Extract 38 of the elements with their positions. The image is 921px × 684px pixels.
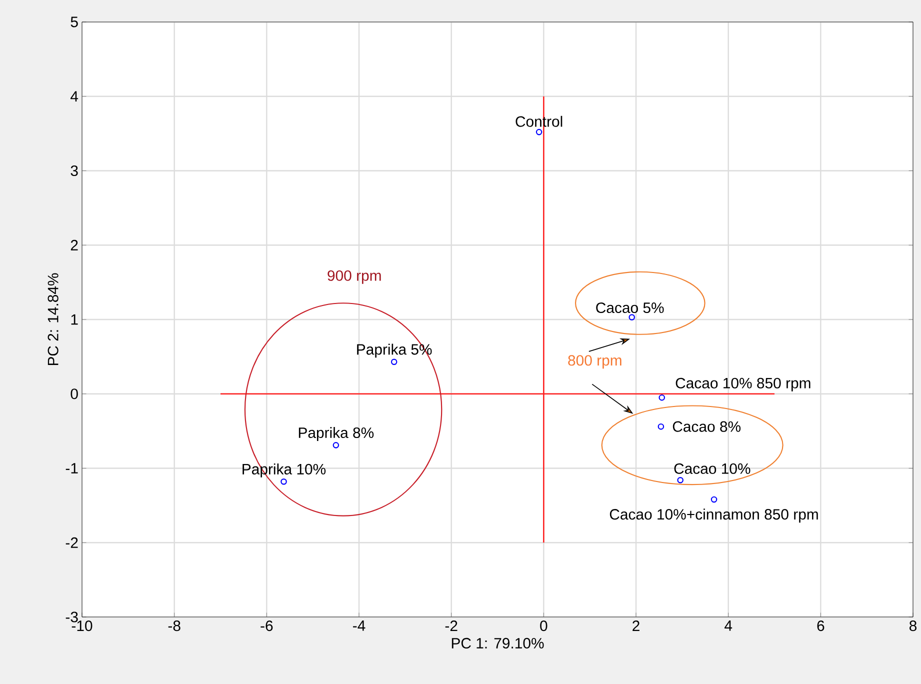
x-axis-title: PC 1: 79.10% [452, 638, 544, 648]
y-tick-label: 4 [70, 91, 78, 102]
point [658, 394, 666, 401]
y-tick-label: 0 [70, 388, 78, 400]
y-tick-label: 5 [70, 16, 78, 28]
point [332, 442, 340, 448]
x-tick-label: -4 [353, 620, 366, 631]
annotation: Cacao 10% 850 rpm [676, 378, 810, 392]
annotation: Paprika 8% [298, 427, 374, 441]
point [677, 476, 684, 484]
point [280, 478, 287, 485]
y-tick-label: -2 [66, 537, 78, 548]
x-tick-label: -8 [168, 620, 180, 632]
annotation: Cacao 10%+cinnamon 850 rpm [610, 508, 818, 523]
point [710, 496, 718, 503]
x-tick-label: 0 [540, 620, 548, 632]
point [628, 314, 635, 320]
y-tick-label: -1 [66, 463, 78, 474]
x-tick-label: 2 [632, 620, 640, 631]
y-tick-label: 3 [70, 165, 78, 176]
annotation: Cacao 5% [596, 302, 664, 314]
y-tick-label: 1 [71, 314, 78, 325]
x-tick-label: 8 [910, 620, 917, 632]
x-tick-label: -10 [72, 620, 92, 632]
point [658, 423, 664, 430]
annotation: 800 rpm [568, 355, 622, 369]
annotation: Cacao 8% [672, 421, 741, 432]
y-tick-label: 2 [70, 240, 78, 250]
x-tick-label: -6 [260, 620, 273, 632]
point [390, 358, 398, 366]
y-axis-title: PC 2: 14.84% [48, 273, 58, 366]
annotation: Cacao 10% [674, 463, 750, 474]
y-tick-label: -3 [66, 612, 78, 622]
annotation: 900 rpm [328, 270, 381, 284]
point [536, 128, 542, 136]
x-tick-label: 4 [724, 620, 732, 631]
x-tick-label: -2 [445, 620, 458, 631]
x-tick-label: 6 [817, 620, 824, 632]
